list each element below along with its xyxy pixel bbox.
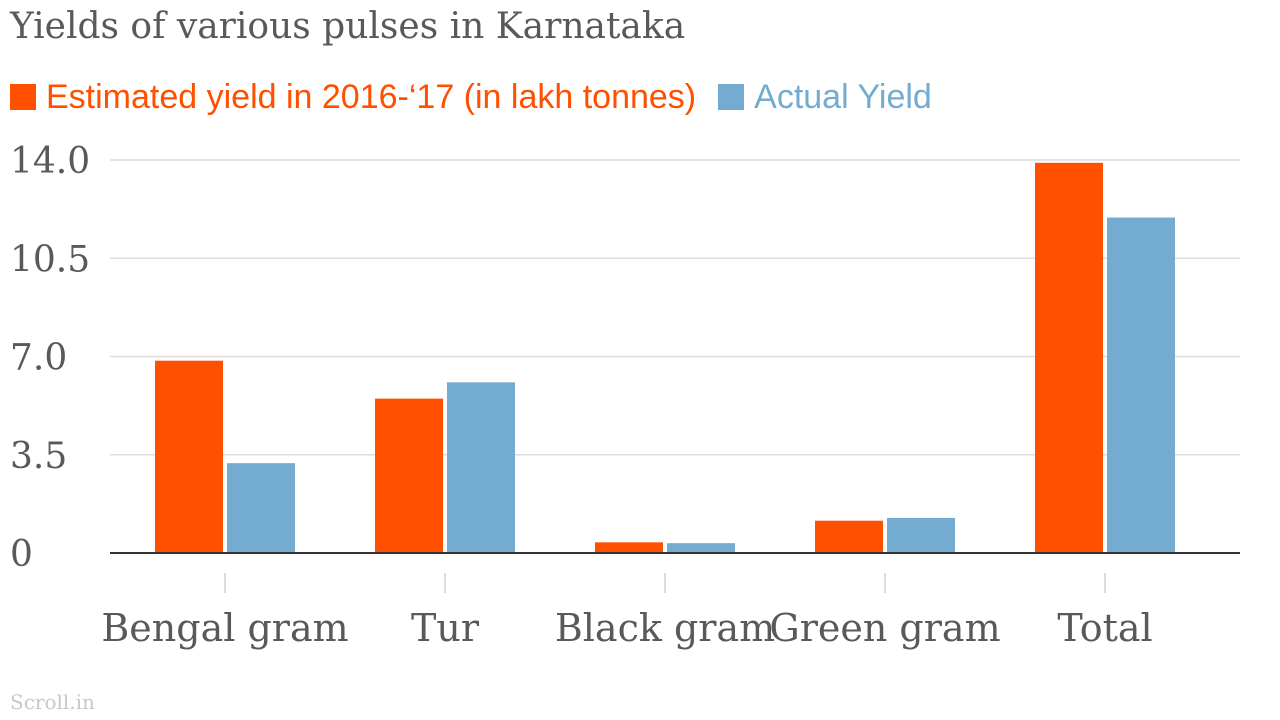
y-tick-label: 14.0 xyxy=(10,141,90,182)
legend-label-actual-yield: Actual Yield xyxy=(754,77,932,116)
legend-label-estimated-yield: Estimated yield in 2016-‘17 (in lakh ton… xyxy=(46,77,697,116)
x-category-label: Black gram xyxy=(555,606,775,650)
y-tick-label: 7.0 xyxy=(10,338,67,379)
bar xyxy=(155,360,223,553)
y-tick-label: 3.5 xyxy=(10,436,67,477)
legend-swatch-estimated-yield xyxy=(10,84,36,110)
y-tick-label: 10.5 xyxy=(10,239,90,280)
bar xyxy=(595,542,663,553)
x-category-label: Tur xyxy=(411,606,480,650)
chart-title: Yields of various pulses in Karnataka xyxy=(10,6,686,47)
legend-swatch-actual-yield xyxy=(718,84,745,110)
x-category-label: Total xyxy=(1057,606,1152,650)
legend: Estimated yield in 2016-‘17 (in lakh ton… xyxy=(10,74,954,120)
bar xyxy=(887,517,955,553)
bar xyxy=(1107,217,1175,553)
bar xyxy=(227,463,295,553)
y-tick-label: 0 xyxy=(10,534,33,575)
x-category-label: Green gram xyxy=(769,606,1000,650)
legend-item-actual-yield: Actual Yield xyxy=(718,78,932,117)
bar xyxy=(447,382,515,553)
legend-item-estimated-yield: Estimated yield in 2016-‘17 (in lakh ton… xyxy=(10,78,696,117)
bar xyxy=(667,543,735,553)
bar xyxy=(375,398,443,553)
bar xyxy=(1035,162,1103,554)
x-category-label: Bengal gram xyxy=(101,606,348,650)
source-credit: Scroll.in xyxy=(10,690,95,714)
bar xyxy=(815,520,883,553)
